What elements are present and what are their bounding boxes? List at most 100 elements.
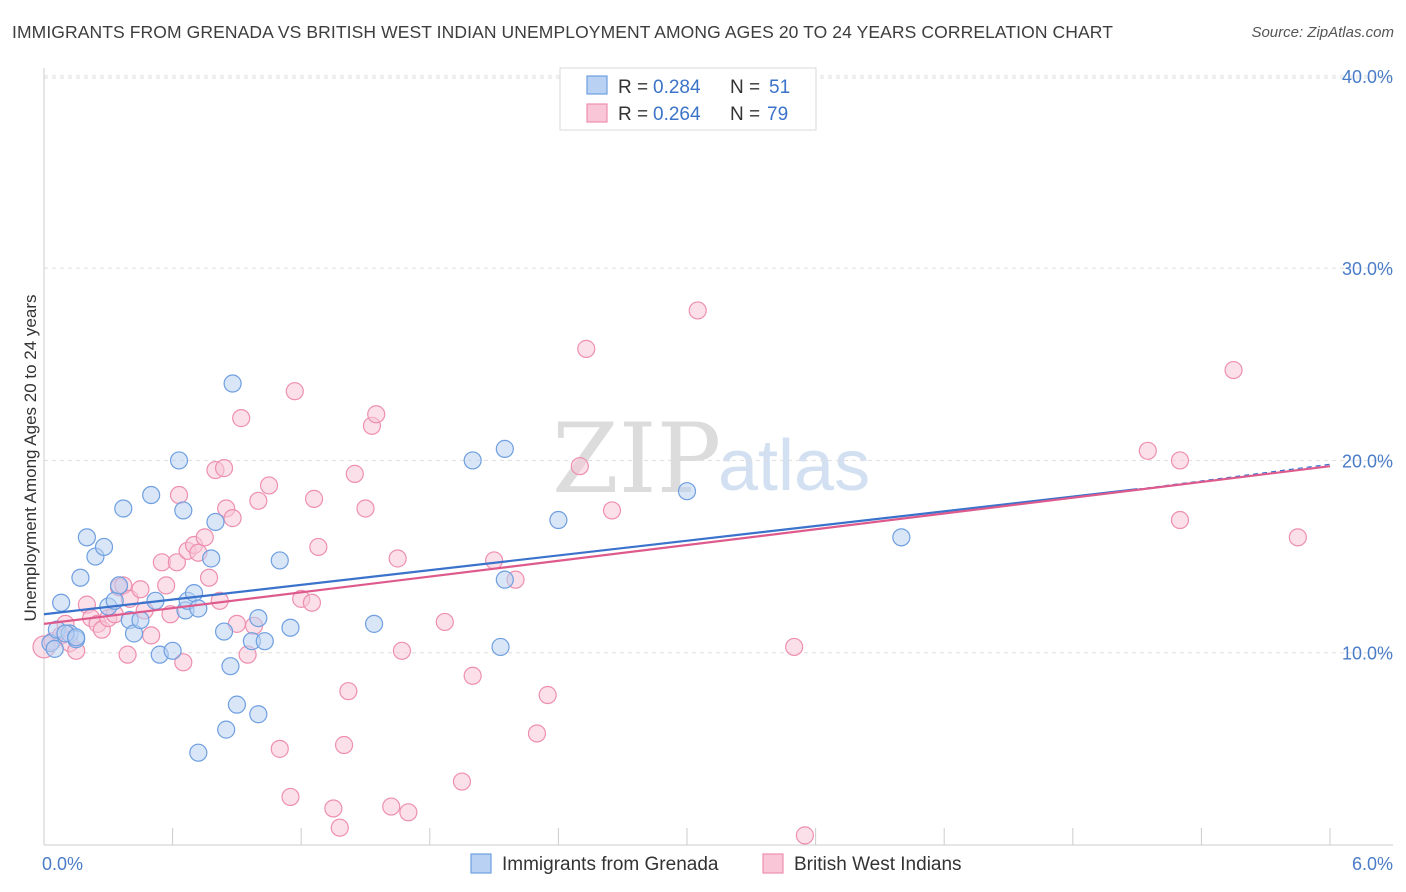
blue-point-29 bbox=[221, 657, 240, 676]
pink-point-49 bbox=[330, 818, 349, 837]
trend-line-pink bbox=[43, 465, 1331, 625]
pink-point-39 bbox=[249, 491, 268, 510]
chart-title: IMMIGRANTS FROM GRENADA VS BRITISH WEST … bbox=[12, 22, 1114, 42]
pink-point-14 bbox=[118, 645, 137, 664]
blue-point-24 bbox=[184, 584, 204, 603]
axes bbox=[43, 68, 1393, 846]
pink-point-58 bbox=[399, 803, 418, 822]
blue-point-20 bbox=[169, 451, 189, 470]
pink-point-73 bbox=[795, 826, 814, 845]
trend-line-blue-extension bbox=[1137, 463, 1331, 490]
pink-point-18 bbox=[142, 626, 161, 645]
legend-r-value-pink: 0.264 bbox=[653, 104, 701, 125]
pink-point-77 bbox=[1224, 360, 1243, 380]
pink-point-65 bbox=[527, 724, 547, 743]
legend-n-label-blue: N = bbox=[730, 77, 760, 98]
legend-n-value-blue: 51 bbox=[769, 77, 790, 98]
blue-point-46 bbox=[677, 482, 697, 501]
pink-point-75 bbox=[1170, 451, 1190, 470]
pink-point-40 bbox=[259, 476, 279, 495]
series-legend: Immigrants from Grenada British West Ind… bbox=[470, 853, 962, 875]
trend-line-blue bbox=[43, 488, 1138, 616]
blue-point-39 bbox=[281, 618, 300, 637]
pink-point-55 bbox=[367, 405, 386, 424]
blue-point-16 bbox=[142, 485, 161, 505]
blue-point-11 bbox=[109, 576, 129, 595]
bottom-legend-swatch-pink bbox=[762, 853, 784, 874]
y-tick-label-40: 40.0% bbox=[1342, 67, 1393, 87]
blue-point-30 bbox=[223, 374, 242, 393]
blue-point-49 bbox=[45, 639, 64, 658]
blue-point-26 bbox=[202, 549, 221, 568]
blue-point-28 bbox=[214, 622, 234, 641]
blue-point-47 bbox=[892, 528, 911, 547]
blue-point-35 bbox=[249, 609, 268, 628]
pink-point-24 bbox=[174, 653, 193, 672]
pink-point-63 bbox=[485, 551, 504, 570]
pink-point-28 bbox=[195, 528, 214, 547]
pink-point-78 bbox=[1288, 528, 1307, 547]
blue-point-5 bbox=[71, 568, 90, 587]
blue-point-32 bbox=[217, 720, 236, 739]
blue-point-15 bbox=[131, 610, 150, 630]
blue-point-2 bbox=[52, 593, 71, 612]
bottom-legend-swatch-blue bbox=[470, 853, 492, 874]
pink-point-42 bbox=[281, 787, 300, 807]
pink-point-57 bbox=[388, 549, 407, 568]
blue-point-27 bbox=[206, 512, 225, 532]
blue-point-25 bbox=[189, 599, 208, 618]
legend-r-label-pink: R = bbox=[618, 104, 648, 125]
pink-point-67 bbox=[570, 457, 589, 476]
source-label: Source: ZipAtlas.com bbox=[1251, 24, 1394, 41]
pink-point-69 bbox=[602, 501, 622, 520]
pink-point-76 bbox=[1170, 510, 1190, 530]
pink-point-56 bbox=[382, 797, 401, 816]
pink-point-23 bbox=[169, 485, 189, 505]
pink-point-22 bbox=[167, 553, 186, 572]
gridlines bbox=[44, 75, 1393, 654]
blue-point-31 bbox=[227, 695, 246, 714]
pink-point-61 bbox=[452, 772, 472, 791]
blue-point-43 bbox=[491, 637, 510, 657]
blue-point-50 bbox=[67, 628, 86, 647]
legend-r-value-blue: 0.284 bbox=[653, 77, 701, 98]
y-tick-label-10: 10.0% bbox=[1342, 644, 1393, 664]
blue-point-12 bbox=[114, 499, 133, 518]
pink-point-50 bbox=[334, 735, 354, 755]
blue-point-36 bbox=[249, 705, 268, 724]
legend-r-label-blue: R = bbox=[618, 77, 648, 98]
pink-point-53 bbox=[356, 499, 375, 518]
pink-point-45 bbox=[302, 593, 322, 612]
pink-point-66 bbox=[538, 685, 557, 705]
blue-point-45 bbox=[549, 510, 568, 530]
blue-point-37 bbox=[255, 632, 274, 651]
pink-point-34 bbox=[223, 509, 242, 528]
blue-point-44 bbox=[495, 570, 514, 589]
pink-point-51 bbox=[339, 682, 358, 701]
blue-point-6 bbox=[77, 528, 96, 547]
legend-n-label-pink: N = bbox=[730, 104, 760, 125]
pink-point-46 bbox=[304, 489, 324, 508]
legend-swatch-pink bbox=[586, 103, 608, 123]
y-axis-title: Unemployment Among Ages 20 to 24 years bbox=[21, 295, 40, 622]
watermark-atlas: atlas bbox=[718, 426, 870, 506]
x-tick-label-min: 0.0% bbox=[42, 854, 83, 874]
pink-point-20 bbox=[157, 576, 176, 595]
pink-point-36 bbox=[232, 409, 251, 428]
pink-point-70 bbox=[688, 301, 707, 320]
pink-point-47 bbox=[309, 537, 328, 557]
blue-point-41 bbox=[463, 451, 482, 470]
blue-point-19 bbox=[163, 641, 182, 660]
pink-point-32 bbox=[214, 459, 234, 478]
pink-point-43 bbox=[285, 382, 304, 401]
pink-point-74 bbox=[1138, 441, 1157, 460]
x-tick-label-max: 6.0% bbox=[1352, 854, 1393, 874]
correlation-legend: R = 0.284 N = 51 R = 0.264 N = 79 bbox=[559, 67, 817, 131]
pink-point-52 bbox=[345, 464, 364, 483]
y-tick-label-30: 30.0% bbox=[1342, 259, 1393, 279]
legend-n-value-pink: 79 bbox=[767, 104, 788, 125]
y-tick-label-20: 20.0% bbox=[1342, 451, 1393, 471]
pink-point-72 bbox=[785, 637, 804, 657]
blue-point-38 bbox=[270, 551, 289, 570]
pink-point-68 bbox=[577, 339, 596, 358]
